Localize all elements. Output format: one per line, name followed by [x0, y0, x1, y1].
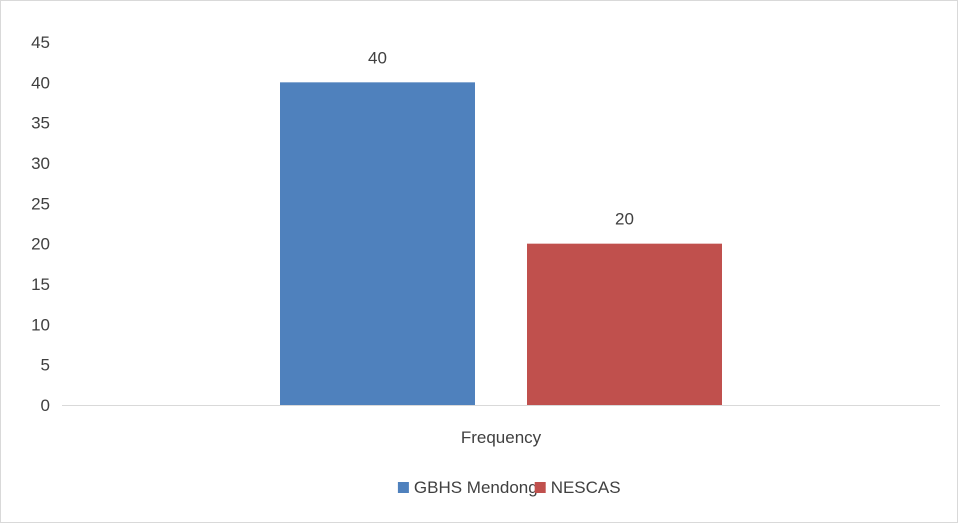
y-tick-label: 30: [31, 154, 50, 173]
y-tick-label: 40: [31, 73, 50, 92]
x-axis-tick-labels: Frequency: [461, 428, 542, 447]
legend-swatch: [397, 482, 409, 493]
y-tick-label: 10: [31, 315, 50, 334]
y-axis-tick-labels: 0 5 10 15 20 25 30 35 40 45: [31, 33, 50, 415]
y-tick-label: 0: [41, 396, 50, 415]
data-labels: 40 20: [368, 48, 634, 228]
data-label: 40: [368, 48, 387, 67]
legend-label: NESCAS: [551, 478, 621, 497]
bars: [280, 82, 722, 405]
y-tick-label: 35: [31, 114, 50, 133]
x-tick-label: Frequency: [461, 428, 542, 447]
legend-swatch: [534, 482, 546, 493]
y-tick-label: 5: [41, 356, 50, 375]
y-tick-label: 15: [31, 275, 50, 294]
y-tick-label: 20: [31, 235, 50, 254]
legend: GBHS Mendong NESCAS: [397, 478, 621, 497]
y-tick-label: 45: [31, 33, 50, 52]
legend-label: GBHS Mendong: [414, 478, 538, 497]
bar: [280, 82, 475, 405]
data-label: 20: [615, 210, 634, 229]
y-tick-label: 25: [31, 194, 50, 213]
bar: [527, 243, 722, 405]
